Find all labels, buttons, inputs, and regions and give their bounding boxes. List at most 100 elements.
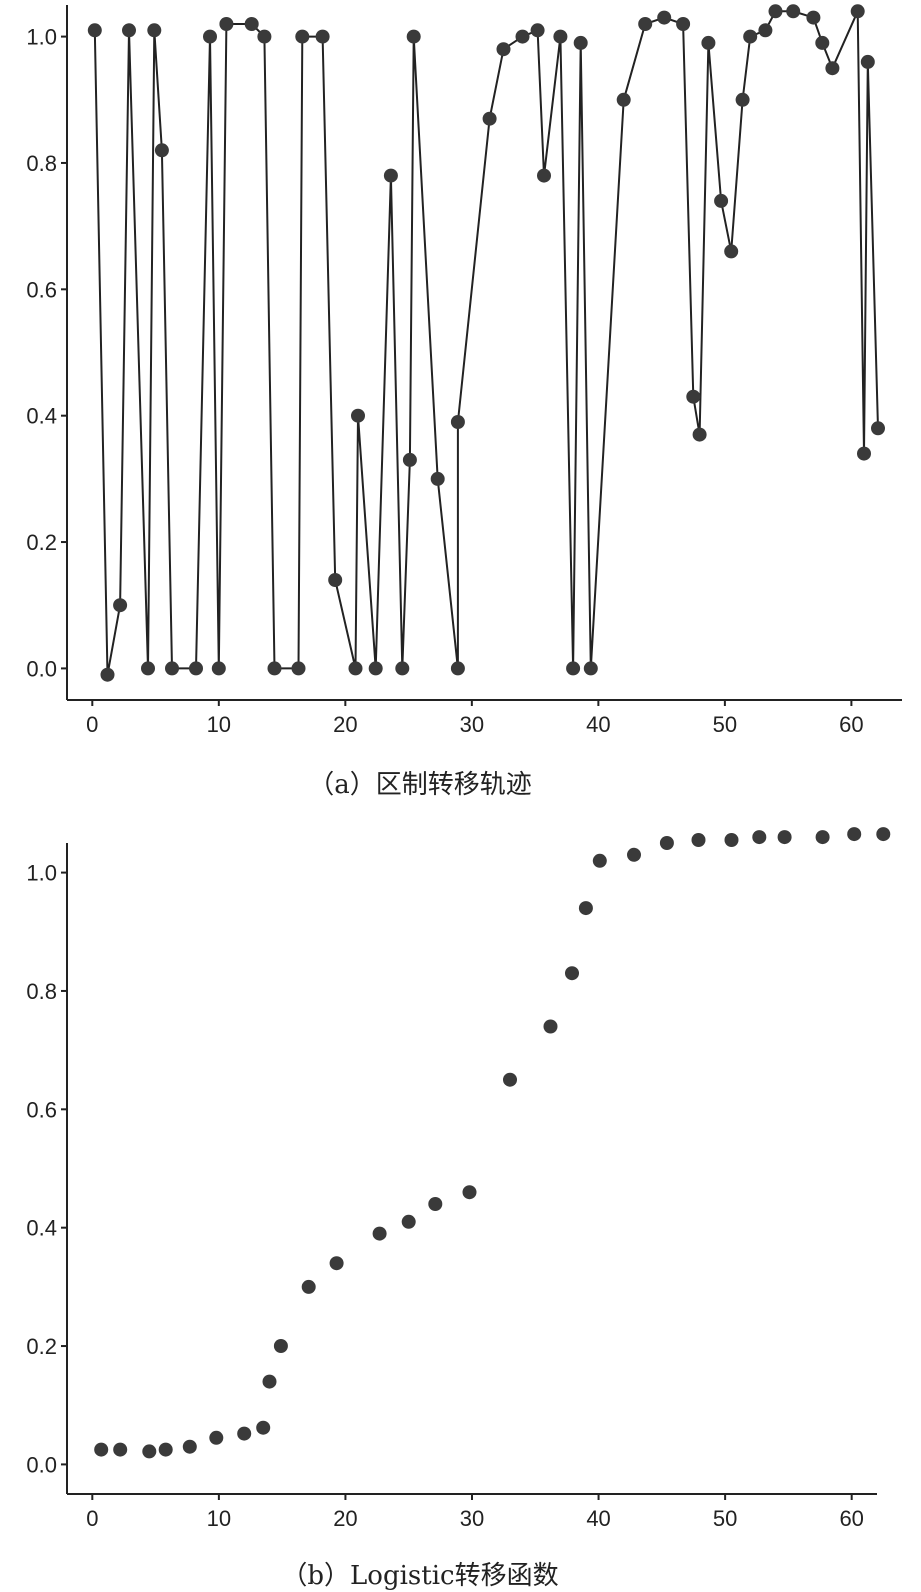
panel-a-data-point — [267, 661, 282, 676]
panel-b-data-point — [592, 853, 607, 868]
panel-a-data-point — [203, 29, 217, 44]
panel-a-line-chart: 0.0 0.2 0.4 0.6 0.8 1.0 0 10 20 30 40 50 60 — [26, 4, 902, 737]
panel-a-data-point — [815, 35, 830, 50]
panel-a-data-point — [450, 661, 465, 676]
panel-a-data-point — [638, 17, 653, 31]
panel-a-data-point — [100, 667, 115, 682]
panel-b-data-point — [142, 1444, 157, 1459]
panel-b-y-tick-label: 0.0 — [26, 1452, 57, 1477]
panel-b-data-point — [113, 1442, 128, 1457]
panel-a-y-tick-label: 0.0 — [26, 656, 57, 681]
panel-a-data-point — [657, 10, 672, 25]
panel-b-x-tick-label: 40 — [586, 1506, 610, 1531]
panel-a-data-point — [530, 23, 545, 38]
panel-a-data-point — [348, 661, 363, 676]
panel-b-data-point — [752, 830, 767, 845]
panel-a-data-point — [328, 573, 343, 587]
panel-a-data-point — [395, 661, 410, 676]
panel-b-data-point — [182, 1439, 197, 1454]
panel-a-data-point — [219, 17, 234, 31]
panel-a-data-point — [786, 4, 801, 19]
panel-a-data-point — [402, 452, 417, 467]
panel-a-y-tick-label: 1.0 — [26, 25, 57, 50]
panel-b-data-point — [543, 1019, 558, 1034]
panel-b-x-tick-label: 0 — [86, 1506, 98, 1531]
panel-a-data-point — [735, 92, 750, 107]
panel-b-data-point — [627, 847, 641, 862]
panel-b-data-point — [329, 1256, 344, 1271]
panel-a-data-point — [368, 661, 383, 676]
panel-a-data-point — [482, 111, 497, 126]
panel-a-data-point — [189, 661, 203, 676]
panel-a-x-tick-label: 20 — [333, 712, 357, 737]
panel-a-data-point — [257, 29, 272, 44]
panel-b-data-point — [847, 827, 862, 842]
panel-a-data-point — [165, 661, 179, 676]
panel-b-y-tick-label: 0.8 — [26, 979, 57, 1004]
panel-a-data-point — [295, 29, 310, 44]
panel-b-data-point — [428, 1197, 443, 1211]
panel-a-data-point — [871, 421, 885, 436]
panel-b-data-point — [273, 1339, 288, 1353]
panel-a-data-point — [383, 168, 398, 183]
panel-b-data-point — [372, 1226, 387, 1241]
panel-b-scatter-chart: 0.0 0.2 0.4 0.6 0.8 1.0 0 10 20 30 40 50 60 — [26, 827, 891, 1531]
panel-a-data-point — [692, 427, 707, 442]
panel-a-y-tick-label: 0.4 — [26, 404, 57, 429]
panel-b-data-point — [578, 901, 593, 916]
panel-a-data-point — [351, 408, 365, 423]
panel-a-data-point — [566, 661, 581, 676]
panel-a-data-point — [430, 471, 445, 486]
panel-a-y-tick-label: 0.2 — [26, 530, 57, 555]
panel-a-data-point — [553, 29, 568, 44]
panel-a-data-point — [758, 23, 773, 38]
panel-b-data-point — [503, 1072, 517, 1087]
panel-a-data-point — [701, 35, 716, 50]
panel-a-data-point — [616, 92, 631, 107]
panel-a-data-point — [857, 446, 871, 461]
panel-a-data-point — [850, 4, 865, 19]
panel-a-data-point — [825, 61, 840, 76]
panel-b-data-point — [815, 830, 830, 845]
panel-b-x-tick-label: 50 — [713, 1506, 737, 1531]
panel-a-caption: （a）区制转移轨迹 — [308, 770, 532, 800]
panel-a-data-point — [496, 42, 511, 57]
panel-b-y-tick-label: 0.4 — [26, 1216, 57, 1241]
panel-b-data-point — [659, 836, 674, 850]
panel-a-x-tick-label: 60 — [839, 712, 863, 737]
panel-a-data-point — [573, 35, 588, 50]
panel-b-data-point — [691, 833, 706, 847]
panel-b-data-point — [237, 1426, 252, 1441]
panel-b-data-point — [401, 1214, 416, 1229]
panel-b-data-point — [256, 1420, 271, 1435]
panel-a-data-point — [154, 143, 169, 158]
panel-b-data-point — [94, 1442, 109, 1457]
panel-a-data-point — [676, 17, 691, 31]
panel-a-data-point — [315, 29, 330, 44]
panel-a-data-point — [806, 10, 821, 25]
panel-a-data-point — [743, 29, 758, 44]
panel-b-caption: （b）Logistic转移函数 — [281, 1561, 558, 1591]
panel-b-data-point — [209, 1430, 224, 1445]
panel-a-data-point — [291, 661, 306, 676]
panel-b-data-point — [158, 1442, 173, 1457]
panel-b-y-tick-label: 0.6 — [26, 1097, 57, 1122]
panel-a-x-tick-label: 0 — [86, 712, 98, 737]
panel-b-x-tick-label: 20 — [333, 1506, 357, 1531]
panel-b-data-point — [876, 827, 891, 842]
panel-a-data-point — [860, 54, 875, 69]
panel-a-data-point — [515, 29, 530, 44]
panel-a-x-tick-label: 10 — [207, 712, 231, 737]
panel-a-data-point — [122, 23, 136, 38]
panel-a-data-point — [87, 23, 102, 38]
panel-b-x-tick-label: 10 — [207, 1506, 231, 1531]
panel-b-x-tick-label: 30 — [460, 1506, 484, 1531]
panel-b-data-point — [262, 1374, 277, 1389]
panel-a-y-tick-label: 0.8 — [26, 151, 57, 176]
panel-b-data-point — [777, 830, 792, 845]
panel-b-data-point — [462, 1185, 477, 1200]
panel-a-data-point — [113, 598, 128, 613]
panel-a-data-point — [211, 661, 226, 676]
panel-a-data-point — [141, 661, 155, 676]
panel-a-y-tick-label: 0.6 — [26, 277, 57, 302]
